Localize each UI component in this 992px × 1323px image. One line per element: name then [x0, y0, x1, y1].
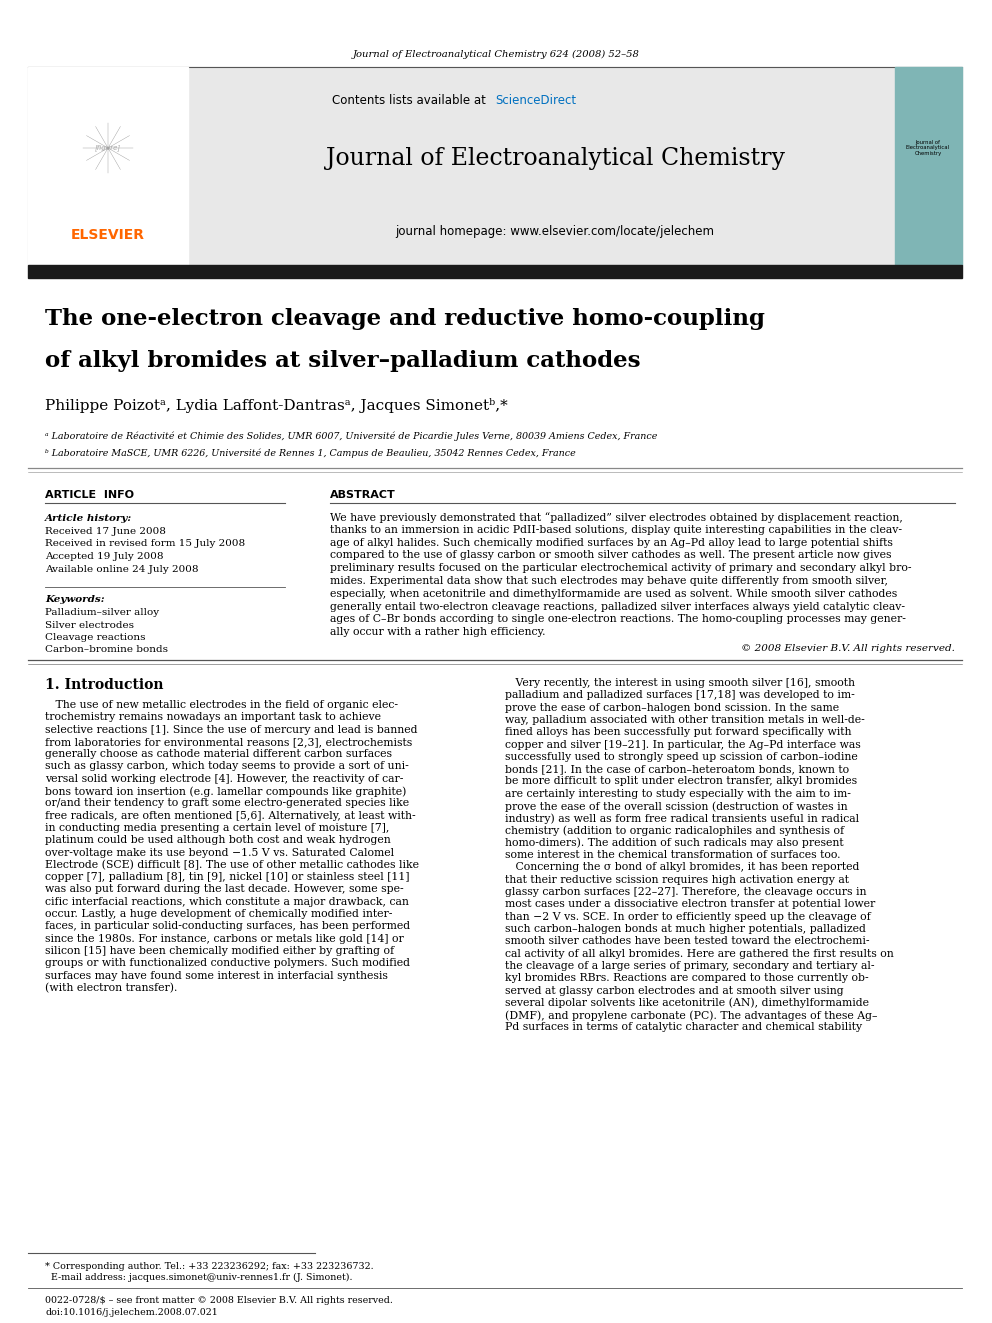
Text: The one-electron cleavage and reductive homo-coupling: The one-electron cleavage and reductive …: [45, 308, 765, 329]
Text: [figure]: [figure]: [95, 144, 121, 151]
Bar: [28, 265, 962, 278]
Text: such as glassy carbon, which today seems to provide a sort of uni-: such as glassy carbon, which today seems…: [45, 762, 409, 771]
Text: industry) as well as form free radical transients useful in radical: industry) as well as form free radical t…: [505, 814, 859, 824]
Text: Article history:: Article history:: [45, 515, 132, 523]
Text: mides. Experimental data show that such electrodes may behave quite differently : mides. Experimental data show that such …: [330, 576, 888, 586]
Text: Electrode (SCE) difficult [8]. The use of other metallic cathodes like: Electrode (SCE) difficult [8]. The use o…: [45, 860, 419, 871]
Text: Pd surfaces in terms of catalytic character and chemical stability: Pd surfaces in terms of catalytic charac…: [505, 1023, 862, 1032]
Text: generally entail two-electron cleavage reactions, palladized silver interfaces a: generally entail two-electron cleavage r…: [330, 602, 905, 611]
Text: ages of C–Br bonds according to single one-electron reactions. The homo-coupling: ages of C–Br bonds according to single o…: [330, 614, 906, 624]
Text: kyl bromides RBrs. Reactions are compared to those currently ob-: kyl bromides RBrs. Reactions are compare…: [505, 974, 869, 983]
Text: surfaces may have found some interest in interfacial synthesis: surfaces may have found some interest in…: [45, 971, 388, 980]
Text: ᵃ Laboratoire de Réactivité et Chimie des Solides, UMR 6007, Université de Picar: ᵃ Laboratoire de Réactivité et Chimie de…: [45, 433, 658, 442]
Text: doi:10.1016/j.jelechem.2008.07.021: doi:10.1016/j.jelechem.2008.07.021: [45, 1308, 218, 1316]
Text: faces, in particular solid-conducting surfaces, has been performed: faces, in particular solid-conducting su…: [45, 921, 410, 931]
Text: preliminary results focused on the particular electrochemical activity of primar: preliminary results focused on the parti…: [330, 564, 912, 573]
Text: thanks to an immersion in acidic PdII-based solutions, display quite interesting: thanks to an immersion in acidic PdII-ba…: [330, 525, 902, 534]
Text: copper and silver [19–21]. In particular, the Ag–Pd interface was: copper and silver [19–21]. In particular…: [505, 740, 861, 750]
Bar: [28, 67, 188, 265]
Text: The use of new metallic electrodes in the field of organic elec-: The use of new metallic electrodes in th…: [45, 700, 398, 710]
Text: than −2 V vs. SCE. In order to efficiently speed up the cleavage of: than −2 V vs. SCE. In order to efficient…: [505, 912, 871, 922]
Text: generally choose as cathode material different carbon surfaces: generally choose as cathode material dif…: [45, 749, 392, 759]
Text: Journal of Electroanalytical Chemistry: Journal of Electroanalytical Chemistry: [325, 147, 785, 169]
Text: ELSEVIER: ELSEVIER: [71, 228, 145, 242]
Text: Silver electrodes: Silver electrodes: [45, 620, 134, 630]
Text: groups or with functionalized conductive polymers. Such modified: groups or with functionalized conductive…: [45, 958, 410, 968]
Text: selective reactions [1]. Since the use of mercury and lead is banned: selective reactions [1]. Since the use o…: [45, 725, 418, 734]
Text: age of alkyl halides. Such chemically modified surfaces by an Ag–Pd alloy lead t: age of alkyl halides. Such chemically mo…: [330, 537, 893, 548]
Text: ScienceDirect: ScienceDirect: [495, 94, 576, 106]
Text: Palladium–silver alloy: Palladium–silver alloy: [45, 609, 159, 617]
Text: (DMF), and propylene carbonate (PC). The advantages of these Ag–: (DMF), and propylene carbonate (PC). The…: [505, 1009, 878, 1020]
Text: platinum could be used although both cost and weak hydrogen: platinum could be used although both cos…: [45, 835, 391, 845]
Text: was also put forward during the last decade. However, some spe-: was also put forward during the last dec…: [45, 885, 404, 894]
Text: trochemistry remains nowadays an important task to achieve: trochemistry remains nowadays an importa…: [45, 712, 381, 722]
Text: that their reductive scission requires high activation energy at: that their reductive scission requires h…: [505, 875, 849, 885]
Text: especially, when acetonitrile and dimethylformamide are used as solvent. While s: especially, when acetonitrile and dimeth…: [330, 589, 897, 599]
Text: ally occur with a rather high efficiency.: ally occur with a rather high efficiency…: [330, 627, 546, 638]
Text: prove the ease of the overall scission (destruction of wastes in: prove the ease of the overall scission (…: [505, 800, 847, 811]
Text: Received 17 June 2008: Received 17 June 2008: [45, 527, 166, 536]
Text: glassy carbon surfaces [22–27]. Therefore, the cleavage occurs in: glassy carbon surfaces [22–27]. Therefor…: [505, 888, 866, 897]
Text: fined alloys has been successfully put forward specifically with: fined alloys has been successfully put f…: [505, 728, 851, 737]
Text: homo-dimers). The addition of such radicals may also present: homo-dimers). The addition of such radic…: [505, 837, 843, 848]
Text: bonds [21]. In the case of carbon–heteroatom bonds, known to: bonds [21]. In the case of carbon–hetero…: [505, 765, 849, 774]
Text: Available online 24 July 2008: Available online 24 July 2008: [45, 565, 198, 573]
Text: of alkyl bromides at silver–palladium cathodes: of alkyl bromides at silver–palladium ca…: [45, 351, 641, 372]
Text: bons toward ion insertion (e.g. lamellar compounds like graphite): bons toward ion insertion (e.g. lamellar…: [45, 786, 407, 796]
Text: * Corresponding author. Tel.: +33 223236292; fax: +33 223236732.: * Corresponding author. Tel.: +33 223236…: [45, 1262, 374, 1271]
Text: cal activity of all alkyl bromides. Here are gathered the first results on: cal activity of all alkyl bromides. Here…: [505, 949, 894, 959]
Text: smooth silver cathodes have been tested toward the electrochemi-: smooth silver cathodes have been tested …: [505, 937, 870, 946]
Text: Carbon–bromine bonds: Carbon–bromine bonds: [45, 646, 168, 655]
Text: compared to the use of glassy carbon or smooth silver cathodes as well. The pres: compared to the use of glassy carbon or …: [330, 550, 892, 561]
Bar: [28, 67, 962, 265]
Text: Contents lists available at: Contents lists available at: [332, 94, 490, 106]
Text: Very recently, the interest in using smooth silver [16], smooth: Very recently, the interest in using smo…: [505, 677, 855, 688]
Text: ᵇ Laboratoire MaSCE, UMR 6226, Université de Rennes 1, Campus de Beaulieu, 35042: ᵇ Laboratoire MaSCE, UMR 6226, Universit…: [45, 448, 575, 458]
Text: versal solid working electrode [4]. However, the reactivity of car-: versal solid working electrode [4]. Howe…: [45, 774, 404, 783]
Text: prove the ease of carbon–halogen bond scission. In the same: prove the ease of carbon–halogen bond sc…: [505, 703, 839, 713]
Text: from laboratories for environmental reasons [2,3], electrochemists: from laboratories for environmental reas…: [45, 737, 413, 747]
Text: Cleavage reactions: Cleavage reactions: [45, 632, 146, 642]
Text: © 2008 Elsevier B.V. All rights reserved.: © 2008 Elsevier B.V. All rights reserved…: [741, 644, 955, 654]
Text: free radicals, are often mentioned [5,6]. Alternatively, at least with-: free radicals, are often mentioned [5,6]…: [45, 811, 416, 820]
Text: E-mail address: jacques.simonet@univ-rennes1.fr (J. Simonet).: E-mail address: jacques.simonet@univ-ren…: [45, 1273, 352, 1282]
Text: be more difficult to split under electron transfer, alkyl bromides: be more difficult to split under electro…: [505, 777, 857, 786]
Text: Accepted 19 July 2008: Accepted 19 July 2008: [45, 552, 164, 561]
Text: in conducting media presenting a certain level of moisture [7],: in conducting media presenting a certain…: [45, 823, 390, 833]
Text: Received in revised form 15 July 2008: Received in revised form 15 July 2008: [45, 540, 245, 549]
Text: ABSTRACT: ABSTRACT: [330, 490, 396, 500]
Bar: [895, 67, 962, 265]
Text: since the 1980s. For instance, carbons or metals like gold [14] or: since the 1980s. For instance, carbons o…: [45, 934, 404, 943]
Text: most cases under a dissociative electron transfer at potential lower: most cases under a dissociative electron…: [505, 900, 875, 909]
Text: palladium and palladized surfaces [17,18] was developed to im-: palladium and palladized surfaces [17,18…: [505, 691, 855, 700]
Text: such carbon–halogen bonds at much higher potentials, palladized: such carbon–halogen bonds at much higher…: [505, 923, 866, 934]
Text: 0022-0728/$ – see front matter © 2008 Elsevier B.V. All rights reserved.: 0022-0728/$ – see front matter © 2008 El…: [45, 1297, 393, 1304]
Text: (with electron transfer).: (with electron transfer).: [45, 983, 178, 994]
Text: silicon [15] have been chemically modified either by grafting of: silicon [15] have been chemically modifi…: [45, 946, 394, 957]
Text: cific interfacial reactions, which constitute a major drawback, can: cific interfacial reactions, which const…: [45, 897, 409, 906]
Text: way, palladium associated with other transition metals in well-de-: way, palladium associated with other tra…: [505, 714, 865, 725]
Text: served at glassy carbon electrodes and at smooth silver using: served at glassy carbon electrodes and a…: [505, 986, 843, 995]
Text: Concerning the σ bond of alkyl bromides, it has been reported: Concerning the σ bond of alkyl bromides,…: [505, 863, 859, 872]
Text: Journal of
Electroanalytical
Chemistry: Journal of Electroanalytical Chemistry: [906, 140, 950, 156]
Text: or/and their tendency to graft some electro-generated species like: or/and their tendency to graft some elec…: [45, 798, 409, 808]
Text: Keywords:: Keywords:: [45, 595, 104, 605]
Text: several dipolar solvents like acetonitrile (AN), dimethylformamide: several dipolar solvents like acetonitri…: [505, 998, 869, 1008]
Text: some interest in the chemical transformation of surfaces too.: some interest in the chemical transforma…: [505, 851, 840, 860]
Text: We have previously demonstrated that “palladized” silver electrodes obtained by : We have previously demonstrated that “pa…: [330, 512, 903, 523]
Text: journal homepage: www.elsevier.com/locate/jelechem: journal homepage: www.elsevier.com/locat…: [396, 225, 714, 238]
Text: over-voltage make its use beyond −1.5 V vs. Saturated Calomel: over-voltage make its use beyond −1.5 V …: [45, 848, 394, 857]
Text: occur. Lastly, a huge development of chemically modified inter-: occur. Lastly, a huge development of che…: [45, 909, 393, 919]
Text: are certainly interesting to study especially with the aim to im-: are certainly interesting to study espec…: [505, 789, 851, 799]
Text: Journal of Electroanalytical Chemistry 624 (2008) 52–58: Journal of Electroanalytical Chemistry 6…: [352, 50, 640, 60]
Text: successfully used to strongly speed up scission of carbon–iodine: successfully used to strongly speed up s…: [505, 751, 858, 762]
Text: ARTICLE  INFO: ARTICLE INFO: [45, 490, 134, 500]
Text: copper [7], palladium [8], tin [9], nickel [10] or stainless steel [11]: copper [7], palladium [8], tin [9], nick…: [45, 872, 410, 882]
Text: the cleavage of a large series of primary, secondary and tertiary al-: the cleavage of a large series of primar…: [505, 960, 875, 971]
Text: Philippe Poizotᵃ, Lydia Laffont-Dantrasᵃ, Jacques Simonetᵇ,*: Philippe Poizotᵃ, Lydia Laffont-Dantrasᵃ…: [45, 398, 508, 413]
Text: 1. Introduction: 1. Introduction: [45, 677, 164, 692]
Text: chemistry (addition to organic radicalophiles and synthesis of: chemistry (addition to organic radicalop…: [505, 826, 844, 836]
